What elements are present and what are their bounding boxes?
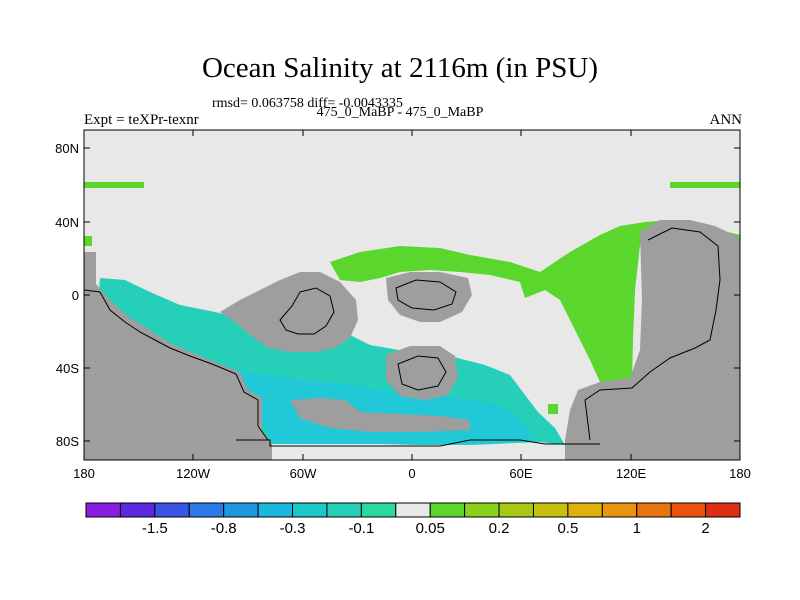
land-western	[84, 252, 272, 460]
colorbar-swatch	[498, 502, 534, 518]
colorbar-swatch	[85, 502, 121, 518]
land-antarctic	[290, 398, 470, 432]
colorbar-swatch	[119, 502, 156, 518]
y-axis	[84, 147, 740, 442]
coastline-western	[84, 289, 269, 441]
land-southern-island	[386, 346, 458, 400]
x-tick-label: 120W	[176, 466, 211, 481]
land-eastern	[565, 220, 740, 460]
page-title: Ocean Salinity at 2116m (in PSU)	[201, 52, 599, 84]
colorbar-swatch	[567, 502, 603, 518]
colorbar-labels: -1.5 -0.8 -0.3 -0.1 0.05 0.2 0.5 1 2	[142, 520, 710, 537]
colorbar-label: 1	[633, 520, 641, 537]
colorbar	[85, 502, 741, 518]
colorbar-swatch	[154, 502, 190, 518]
experiment-label: Expt = teXPr-texnr	[84, 112, 199, 128]
x-tick-label: 120E	[616, 466, 647, 481]
y-tick-label: 80S	[56, 434, 79, 449]
colorbar-swatch	[532, 502, 569, 518]
coastline-central	[279, 287, 335, 335]
x-tick-label: 0	[408, 466, 415, 481]
colorbar-label: 0.5	[557, 520, 578, 537]
colorbar-swatch	[326, 502, 362, 518]
colorbar-swatch	[188, 502, 225, 518]
positive-anomaly-arctic-west	[84, 182, 144, 188]
x-tick-label: 180	[729, 466, 751, 481]
colorbar-swatch	[636, 502, 672, 518]
y-tick-label: 40N	[55, 215, 79, 230]
colorbar-swatch	[223, 502, 259, 518]
subtitle: 475_0_MaBP - 475_0_MaBP	[316, 105, 484, 120]
colorbar-swatch	[360, 502, 397, 518]
y-tick-label: 40S	[56, 361, 79, 376]
colorbar-swatch	[257, 502, 294, 518]
colorbar-swatch	[395, 502, 431, 518]
colorbar-swatch	[429, 502, 466, 518]
colorbar-label: -0.1	[348, 520, 374, 537]
colorbar-label: -1.5	[142, 520, 168, 537]
y-tick-label: 0	[72, 288, 79, 303]
coastline-midocean	[395, 279, 457, 311]
positive-anomaly-south-spot	[548, 404, 558, 414]
colorbar-label: -0.8	[211, 520, 237, 537]
coastline-eastern	[584, 227, 721, 441]
land-midocean	[386, 272, 472, 322]
stats-label: rmsd= 0.063758 diff= -0.0043335	[212, 96, 403, 111]
colorbar-label: 0.05	[416, 520, 445, 537]
coastline-antarctic	[236, 439, 600, 447]
colorbar-swatch	[670, 502, 707, 518]
colorbar-swatch	[601, 502, 638, 518]
x-tick-label: 180	[73, 466, 95, 481]
colorbar-label: 2	[701, 520, 709, 537]
x-tick-label: 60W	[290, 466, 317, 481]
coastline-southern-island	[397, 355, 447, 391]
positive-anomaly-west-edge	[84, 236, 92, 246]
y-tick-label: 80N	[55, 141, 79, 156]
x-tick-label: 60E	[509, 466, 532, 481]
positive-anomaly-eastern	[330, 220, 740, 382]
colorbar-label: 0.2	[489, 520, 510, 537]
colorbar-swatch	[705, 502, 741, 518]
x-axis	[83, 130, 741, 460]
colorbar-swatch	[464, 502, 500, 518]
positive-anomaly-arctic-east	[670, 182, 740, 188]
colorbar-label: -0.3	[280, 520, 306, 537]
season-label: ANN	[709, 112, 743, 128]
colorbar-swatch	[292, 502, 328, 518]
